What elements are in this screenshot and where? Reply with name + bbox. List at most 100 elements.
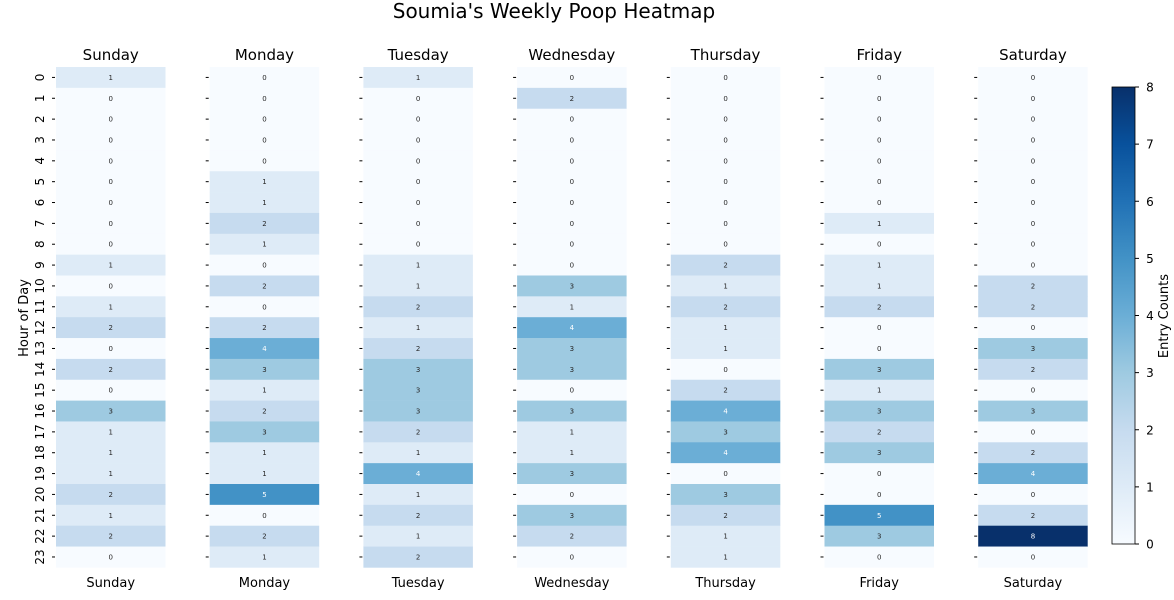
cell-value-label: 1 <box>109 449 113 457</box>
hour-tick-label: 11 <box>33 299 47 314</box>
cell-value-label: 0 <box>723 241 727 249</box>
heatmap-cell <box>209 171 320 193</box>
cell-value-label: 1 <box>416 282 420 290</box>
colorbar-label: Entry Counts <box>1157 274 1172 358</box>
colorbar-tick-label: 7 <box>1146 138 1154 152</box>
heatmap-cell <box>517 171 627 193</box>
heatmap-cell <box>824 275 934 297</box>
cell-value-label: 0 <box>877 553 881 561</box>
heatmap-cell <box>978 296 1088 318</box>
heatmap-cell <box>824 296 934 318</box>
cell-value-label: 0 <box>262 262 266 270</box>
cell-value-label: 2 <box>262 220 266 228</box>
heatmap-cell <box>363 192 473 214</box>
cell-value-label: 2 <box>877 303 881 311</box>
cell-value-label: 5 <box>262 491 266 499</box>
heatmap-cell <box>670 296 781 318</box>
heatmap-cell <box>56 400 166 422</box>
cell-value-label: 3 <box>570 345 574 353</box>
heatmap-cell <box>978 379 1088 401</box>
cell-value-label: 3 <box>416 408 420 416</box>
colorbar-tick-label: 6 <box>1146 195 1154 209</box>
cell-value-label: 2 <box>1031 282 1035 290</box>
heatmap-cell <box>824 546 934 568</box>
cell-value-label: 0 <box>570 199 574 207</box>
cell-value-label: 2 <box>262 282 266 290</box>
heatmap-cell <box>56 233 166 255</box>
heatmap-cell <box>209 67 320 89</box>
heatmap-cell <box>670 338 781 360</box>
day-axis-label: Tuesday <box>391 576 445 591</box>
cell-value-label: 1 <box>262 199 266 207</box>
cell-value-label: 0 <box>1031 262 1035 270</box>
cell-value-label: 0 <box>723 157 727 165</box>
heatmap-cell <box>209 421 320 443</box>
cell-value-label: 2 <box>723 262 727 270</box>
heatmap-cell <box>824 421 934 443</box>
cell-value-label: 3 <box>416 366 420 374</box>
heatmap-cell <box>56 254 166 276</box>
heatmap-cell <box>363 254 473 276</box>
heatmap-cell <box>824 233 934 255</box>
cell-value-label: 0 <box>109 220 113 228</box>
heatmap-cell <box>517 504 627 526</box>
cell-value-label: 0 <box>877 324 881 332</box>
colorbar-tick-label: 4 <box>1146 309 1154 323</box>
heatmap-cell <box>978 192 1088 214</box>
cell-value-label: 0 <box>1031 178 1035 186</box>
heatmap-cell <box>209 400 320 422</box>
cell-value-label: 0 <box>1031 199 1035 207</box>
hour-tick-label: 7 <box>33 220 47 228</box>
cell-value-label: 0 <box>570 178 574 186</box>
heatmap-cell <box>517 67 627 89</box>
cell-value-label: 1 <box>570 303 574 311</box>
cell-value-label: 3 <box>723 428 727 436</box>
heatmap-cell <box>517 254 627 276</box>
heatmap-cell <box>209 484 320 506</box>
heatmap-cell <box>56 129 166 151</box>
cell-value-label: 1 <box>723 324 727 332</box>
cell-value-label: 0 <box>109 241 113 249</box>
heatmap-cell <box>517 150 627 172</box>
heatmap-cell <box>56 296 166 318</box>
cell-value-label: 3 <box>570 512 574 520</box>
cell-value-label: 0 <box>1031 74 1035 82</box>
cell-value-label: 0 <box>1031 157 1035 165</box>
cell-value-label: 0 <box>723 220 727 228</box>
cell-value-label: 3 <box>262 366 266 374</box>
heatmap-cell <box>978 67 1088 89</box>
heatmap-cell <box>363 421 473 443</box>
cell-value-label: 1 <box>723 282 727 290</box>
cell-value-label: 0 <box>109 157 113 165</box>
cell-value-label: 1 <box>109 74 113 82</box>
day-axis-label: Friday <box>860 576 900 591</box>
heatmap-cell <box>56 212 166 235</box>
cell-value-label: 1 <box>416 74 420 82</box>
cell-value-label: 2 <box>877 428 881 436</box>
cell-value-label: 0 <box>109 136 113 144</box>
cell-value-label: 1 <box>262 178 266 186</box>
heatmap-cell <box>363 150 473 172</box>
cell-value-label: 0 <box>1031 428 1035 436</box>
heatmap-cell <box>56 504 166 526</box>
heatmap-cell <box>978 275 1088 297</box>
day-axis-label: Sunday <box>86 576 135 591</box>
heatmap-cell <box>824 358 934 381</box>
cell-value-label: 1 <box>109 303 113 311</box>
cell-value-label: 2 <box>723 512 727 520</box>
hour-tick-label: 12 <box>33 320 47 335</box>
heatmap-cell <box>824 525 934 547</box>
heatmap-cell <box>670 129 781 151</box>
day-axis-label: Monday <box>239 576 291 591</box>
heatmap-cell <box>56 525 166 547</box>
heatmap-cell <box>824 212 934 235</box>
cell-value-label: 3 <box>570 282 574 290</box>
hour-tick-label: 9 <box>33 261 47 269</box>
heatmap-cell <box>824 504 934 526</box>
hour-tick-label: 14 <box>33 362 47 377</box>
cell-value-label: 0 <box>723 470 727 478</box>
heatmap-cell <box>824 129 934 151</box>
cell-value-label: 3 <box>877 533 881 541</box>
heatmap-cell <box>56 338 166 360</box>
heatmap-cell <box>363 442 473 464</box>
